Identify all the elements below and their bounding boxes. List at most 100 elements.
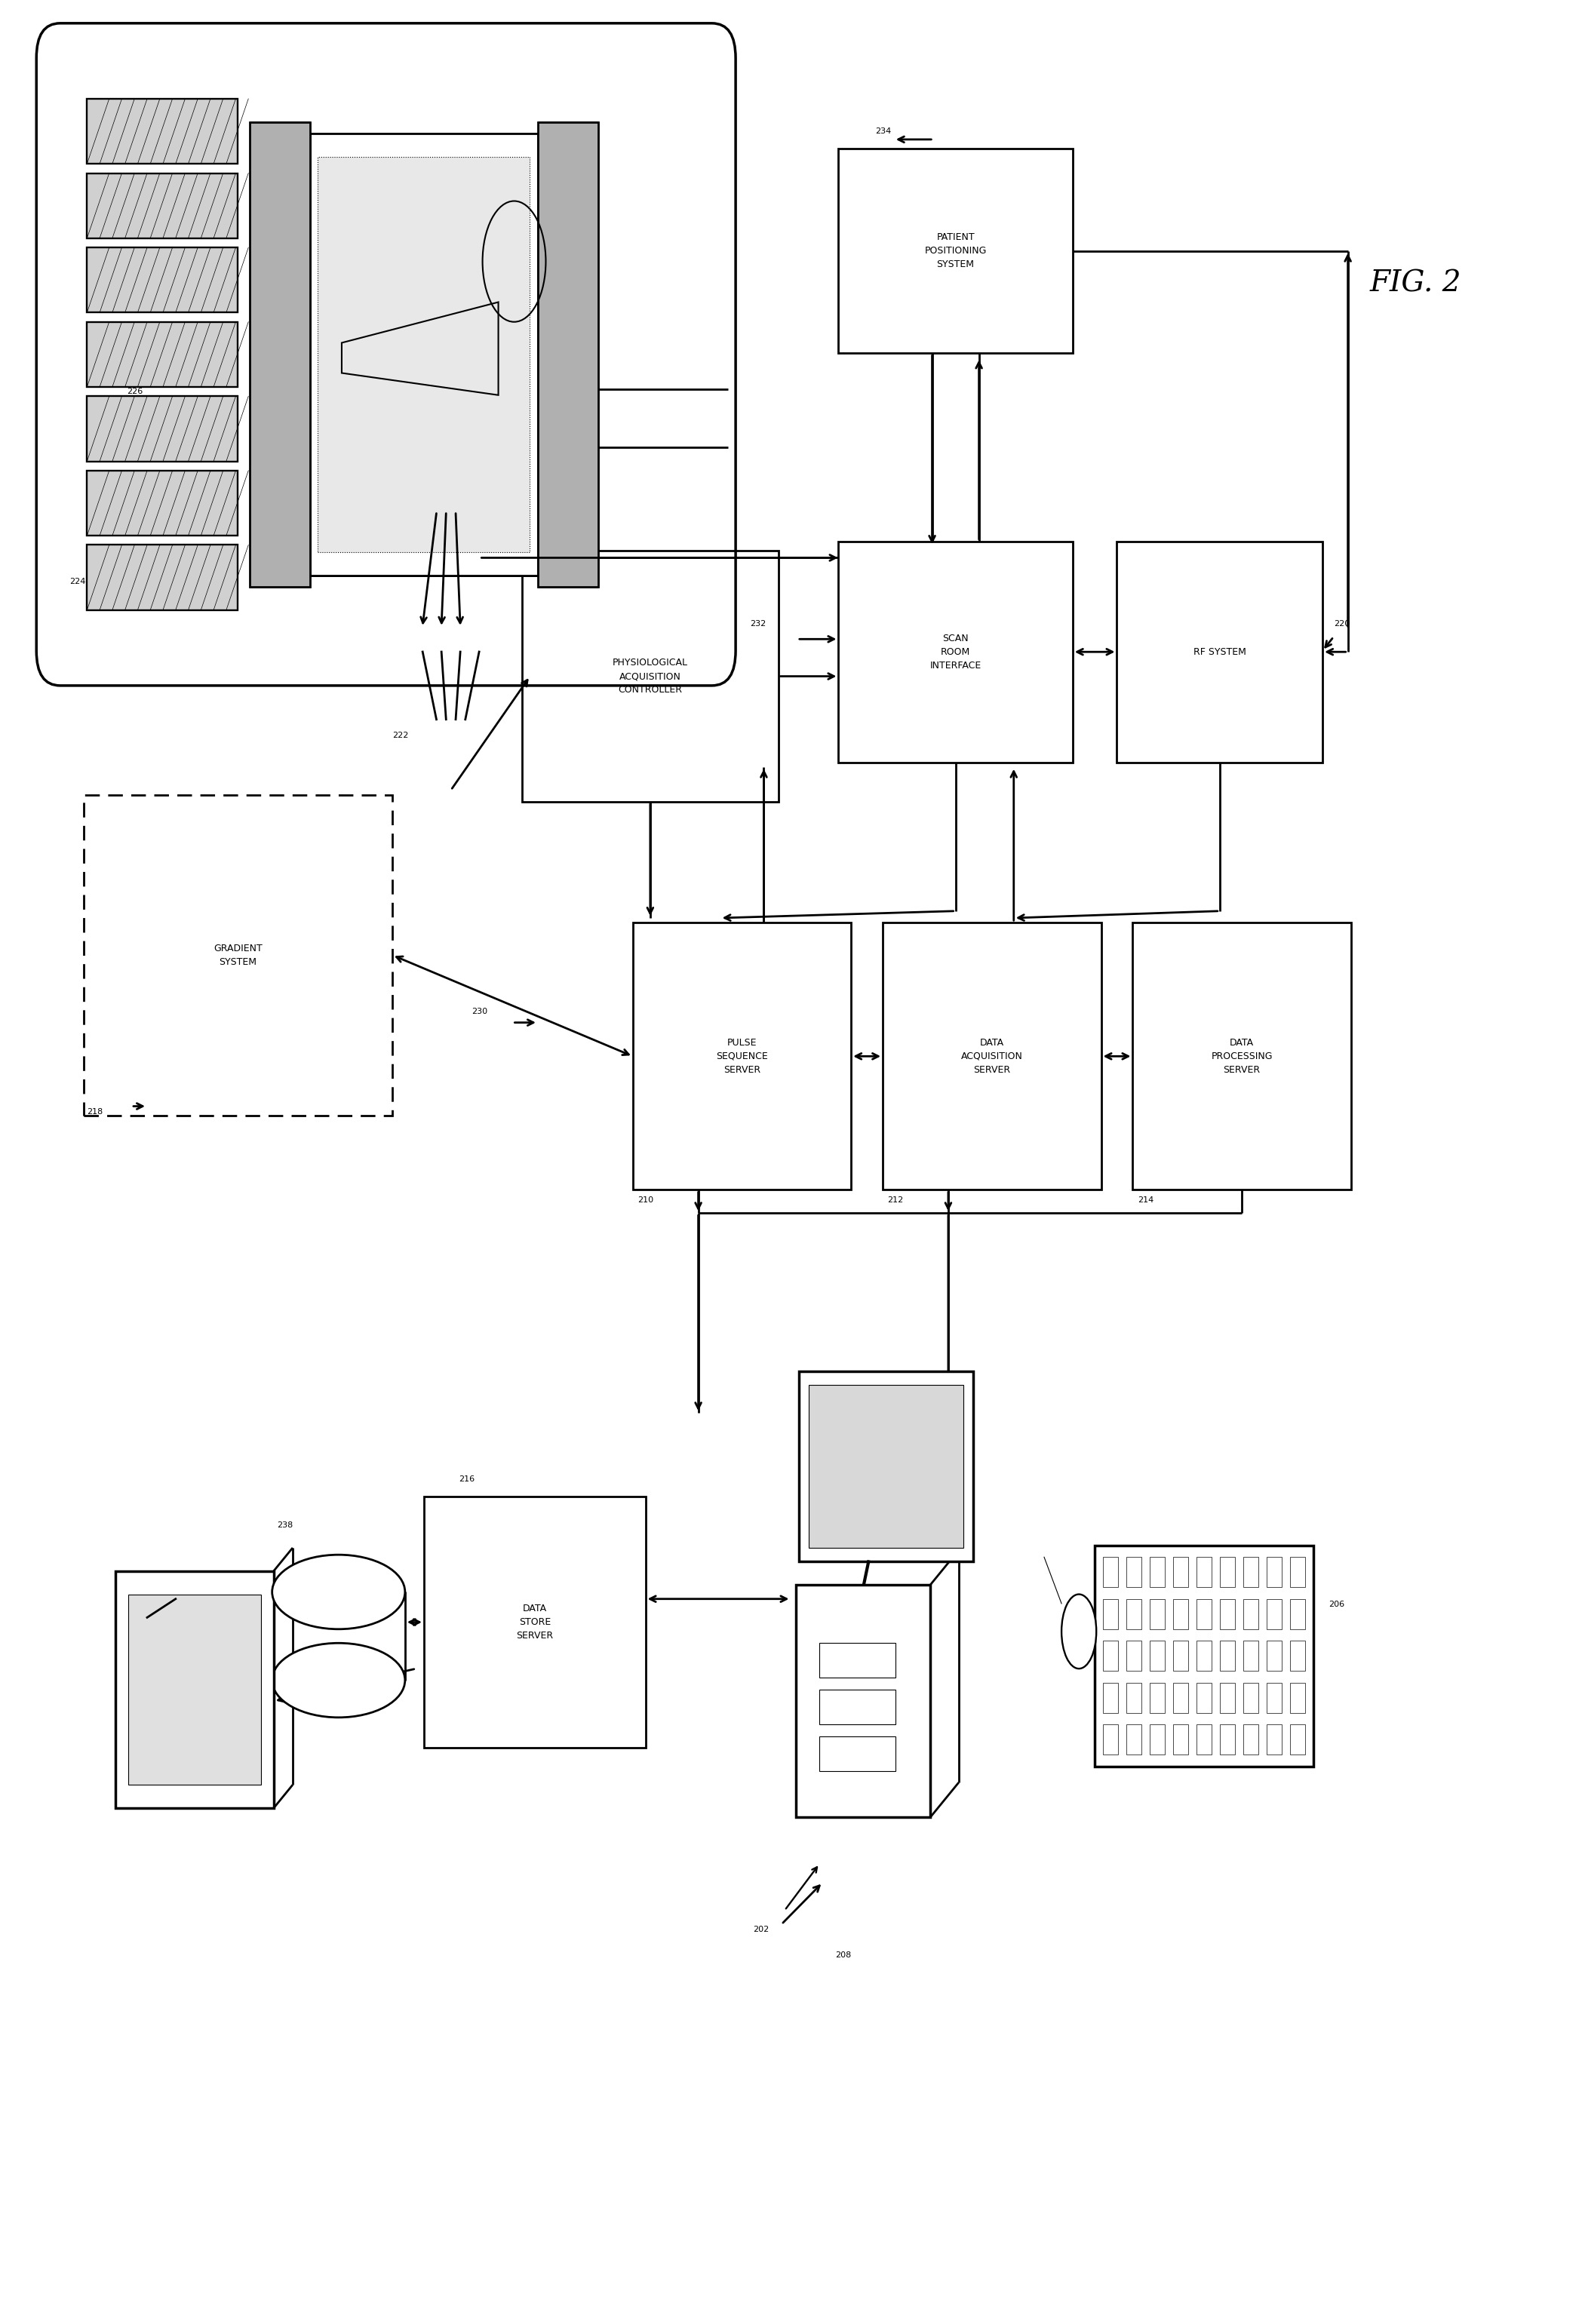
Bar (1103, 1724, 1118, 1755)
Bar (1103, 1557, 1118, 1587)
Bar (1196, 1641, 1212, 1671)
Bar (819, 1690, 895, 1724)
Bar (1126, 1641, 1142, 1671)
Bar (796, 1585, 930, 1817)
Bar (522, 551, 778, 802)
Text: 224: 224 (70, 579, 85, 586)
Bar (1126, 1724, 1142, 1755)
Bar (1289, 1683, 1305, 1713)
Bar (87, 174, 237, 239)
Bar (310, 135, 538, 576)
Bar (1266, 1641, 1281, 1671)
Bar (1289, 1599, 1305, 1629)
Bar (1289, 1641, 1305, 1671)
Ellipse shape (272, 1555, 405, 1629)
Bar (1117, 541, 1323, 762)
Bar (819, 1643, 895, 1678)
Bar (1220, 1724, 1236, 1755)
Text: PHYSIOLOGICAL
ACQUISITION
CONTROLLER: PHYSIOLOGICAL ACQUISITION CONTROLLER (612, 658, 688, 695)
Bar (1103, 1683, 1118, 1713)
Bar (1243, 1724, 1258, 1755)
FancyBboxPatch shape (36, 23, 736, 686)
Bar (1150, 1599, 1164, 1629)
Bar (1103, 1599, 1118, 1629)
Text: 236: 236 (115, 1713, 131, 1720)
Text: 214: 214 (1137, 1197, 1153, 1204)
Bar (883, 923, 1101, 1190)
Text: 222: 222 (392, 732, 408, 739)
Bar (1172, 1641, 1188, 1671)
Text: RF SYSTEM: RF SYSTEM (1193, 646, 1247, 658)
Bar (1220, 1557, 1236, 1587)
Text: 226: 226 (127, 388, 142, 395)
Bar (1243, 1557, 1258, 1587)
Text: 212: 212 (888, 1197, 903, 1204)
Bar (87, 397, 237, 462)
Bar (1266, 1557, 1281, 1587)
Text: 228: 228 (108, 300, 123, 307)
Bar (1150, 1724, 1164, 1755)
Text: 210: 210 (638, 1197, 653, 1204)
Bar (1133, 923, 1351, 1190)
Bar (799, 1371, 973, 1562)
Bar (1095, 1545, 1313, 1766)
Bar (1289, 1557, 1305, 1587)
Ellipse shape (272, 1643, 405, 1717)
Bar (115, 1571, 274, 1808)
Text: PULSE
SEQUENCE
SERVER: PULSE SEQUENCE SERVER (717, 1039, 767, 1074)
Bar (838, 149, 1073, 353)
Text: 230: 230 (471, 1009, 487, 1016)
Bar (1126, 1557, 1142, 1587)
Bar (1126, 1599, 1142, 1629)
Text: 220: 220 (1334, 621, 1349, 627)
Bar (1126, 1683, 1142, 1713)
Bar (1150, 1683, 1164, 1713)
Bar (250, 121, 310, 588)
Text: 206: 206 (1329, 1601, 1345, 1608)
Text: DATA
STORE
SERVER: DATA STORE SERVER (516, 1604, 554, 1641)
Text: 204: 204 (865, 1439, 881, 1446)
Bar (819, 1736, 895, 1771)
Bar (1150, 1641, 1164, 1671)
Bar (87, 323, 237, 388)
Text: 216: 216 (459, 1476, 475, 1483)
Text: 202: 202 (753, 1927, 769, 1934)
Bar (1266, 1683, 1281, 1713)
Bar (1150, 1557, 1164, 1587)
Bar (1172, 1599, 1188, 1629)
Ellipse shape (1062, 1594, 1096, 1669)
Bar (1289, 1724, 1305, 1755)
Bar (633, 923, 851, 1190)
Text: 218: 218 (87, 1109, 103, 1116)
Text: 238: 238 (277, 1522, 293, 1529)
Bar (1172, 1683, 1188, 1713)
Bar (84, 795, 392, 1116)
Text: 232: 232 (750, 621, 766, 627)
Bar (1220, 1641, 1236, 1671)
Bar (1243, 1683, 1258, 1713)
Text: 208: 208 (835, 1952, 851, 1959)
Text: PATIENT
POSITIONING
SYSTEM: PATIENT POSITIONING SYSTEM (924, 232, 987, 270)
Bar (1103, 1641, 1118, 1671)
Bar (318, 158, 530, 553)
Bar (1196, 1683, 1212, 1713)
Text: SCAN
ROOM
INTERFACE: SCAN ROOM INTERFACE (930, 634, 981, 669)
Bar (1196, 1557, 1212, 1587)
Bar (1243, 1599, 1258, 1629)
Bar (1220, 1599, 1236, 1629)
Text: DATA
PROCESSING
SERVER: DATA PROCESSING SERVER (1212, 1039, 1272, 1074)
Bar (424, 1497, 645, 1748)
Bar (87, 249, 237, 314)
Bar (87, 546, 237, 611)
Bar (838, 541, 1073, 762)
Bar (87, 469, 237, 537)
Bar (128, 1594, 261, 1785)
Bar (1196, 1724, 1212, 1755)
Bar (1243, 1641, 1258, 1671)
Bar (1266, 1724, 1281, 1755)
Bar (87, 100, 237, 165)
Text: FIG. 2: FIG. 2 (1370, 270, 1462, 297)
Bar (1172, 1724, 1188, 1755)
Text: DATA
ACQUISITION
SERVER: DATA ACQUISITION SERVER (960, 1039, 1024, 1074)
Bar (1196, 1599, 1212, 1629)
